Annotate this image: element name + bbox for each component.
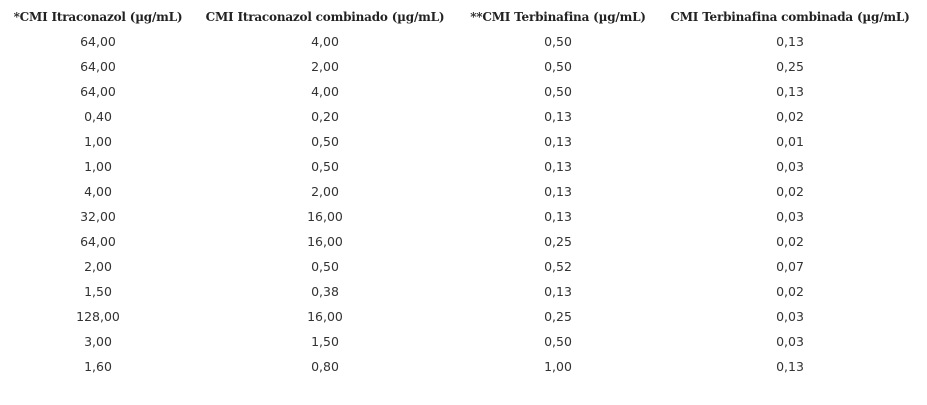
- table-row: 4,00 2,00 0,13 0,02: [4, 179, 922, 204]
- table-row: 128,00 16,00 0,25 0,03: [4, 304, 922, 329]
- table-body: 64,00 4,00 0,50 0,13 64,00 2,00 0,50 0,25 64,00 4…: [4, 29, 922, 379]
- table-row: 1,60 0,80 1,00 0,13: [4, 354, 922, 379]
- table-cell: 0,38: [311, 284, 339, 299]
- table-cell: 0,03: [776, 309, 804, 324]
- table-cell: 0,40: [84, 109, 112, 124]
- table-row: 1,00 0,50 0,13 0,01: [4, 129, 922, 154]
- column-header: *CMI Itraconazol (µg/mL): [13, 10, 183, 24]
- table-cell: 0,13: [776, 34, 804, 49]
- table-cell: 0,50: [544, 59, 572, 74]
- table-cell: 0,50: [311, 134, 339, 149]
- table-cell: 64,00: [80, 234, 116, 249]
- table-cell: 0,02: [776, 234, 804, 249]
- column-header: CMI Terbinafina combinada (µg/mL): [670, 10, 910, 24]
- table-cell: 0,13: [544, 109, 572, 124]
- table-cell: 0,50: [311, 259, 339, 274]
- table-cell: 0,80: [311, 359, 339, 374]
- table-cell: 2,00: [84, 259, 112, 274]
- header-row: *CMI Itraconazol (µg/mL) CMI Itraconazol …: [4, 5, 922, 29]
- table-cell: 64,00: [80, 34, 116, 49]
- table-cell: 1,00: [84, 159, 112, 174]
- table-cell: 0,13: [544, 284, 572, 299]
- table-cell: 2,00: [311, 184, 339, 199]
- table-cell: 4,00: [84, 184, 112, 199]
- table-cell: 0,50: [544, 334, 572, 349]
- table-cell: 0,50: [311, 159, 339, 174]
- table-cell: 0,01: [776, 134, 804, 149]
- table-cell: 0,02: [776, 109, 804, 124]
- table-cell: 1,60: [84, 359, 112, 374]
- column-header: CMI Itraconazol combinado (µg/mL): [205, 10, 445, 24]
- table-row: 2,00 0,50 0,52 0,07: [4, 254, 922, 279]
- table-row: 1,00 0,50 0,13 0,03: [4, 154, 922, 179]
- table-cell: 0,20: [311, 109, 339, 124]
- table-cell: 0,13: [544, 184, 572, 199]
- table-row: 64,00 2,00 0,50 0,25: [4, 54, 922, 79]
- table-cell: 16,00: [307, 234, 343, 249]
- table-row: 0,40 0,20 0,13 0,02: [4, 104, 922, 129]
- table-cell: 1,00: [544, 359, 572, 374]
- table-cell: 0,25: [776, 59, 804, 74]
- table-cell: 64,00: [80, 84, 116, 99]
- table-cell: 1,50: [311, 334, 339, 349]
- table-row: 1,50 0,38 0,13 0,02: [4, 279, 922, 304]
- table-cell: 0,25: [544, 309, 572, 324]
- table-cell: 64,00: [80, 59, 116, 74]
- table-row: 3,00 1,50 0,50 0,03: [4, 329, 922, 354]
- table-row: 64,00 4,00 0,50 0,13: [4, 29, 922, 54]
- table-cell: 0,03: [776, 159, 804, 174]
- table-cell: 16,00: [307, 309, 343, 324]
- table-cell: 0,25: [544, 234, 572, 249]
- table-row: 64,00 4,00 0,50 0,13: [4, 79, 922, 104]
- table-header: *CMI Itraconazol (µg/mL) CMI Itraconazol …: [4, 5, 922, 29]
- table-cell: 0,03: [776, 334, 804, 349]
- table-cell: 0,02: [776, 184, 804, 199]
- table-cell: 0,50: [544, 34, 572, 49]
- table-cell: 16,00: [307, 209, 343, 224]
- table-cell: 0,02: [776, 284, 804, 299]
- table-row: 32,00 16,00 0,13 0,03: [4, 204, 922, 229]
- table-cell: 4,00: [311, 34, 339, 49]
- table-cell: 3,00: [84, 334, 112, 349]
- mic-table: *CMI Itraconazol (µg/mL) CMI Itraconazol …: [4, 5, 922, 379]
- page: *CMI Itraconazol (µg/mL) CMI Itraconazol …: [0, 5, 927, 405]
- column-header: **CMI Terbinafina (µg/mL): [470, 10, 646, 24]
- table-cell: 0,07: [776, 259, 804, 274]
- table-cell: 128,00: [76, 309, 120, 324]
- table-cell: 0,13: [776, 359, 804, 374]
- table-cell: 2,00: [311, 59, 339, 74]
- table-cell: 1,00: [84, 134, 112, 149]
- table-cell: 32,00: [80, 209, 116, 224]
- table-cell: 4,00: [311, 84, 339, 99]
- table-cell: 0,52: [544, 259, 572, 274]
- table-cell: 0,13: [544, 159, 572, 174]
- table-row: 64,00 16,00 0,25 0,02: [4, 229, 922, 254]
- table-cell: 0,50: [544, 84, 572, 99]
- table-cell: 1,50: [84, 284, 112, 299]
- table-cell: 0,03: [776, 209, 804, 224]
- table-cell: 0,13: [544, 134, 572, 149]
- table-cell: 0,13: [776, 84, 804, 99]
- table-cell: 0,13: [544, 209, 572, 224]
